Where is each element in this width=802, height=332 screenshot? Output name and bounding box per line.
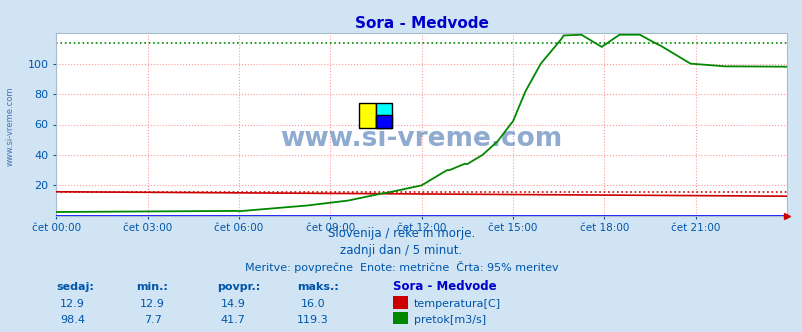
Text: 41.7: 41.7 bbox=[221, 315, 245, 325]
Text: 12.9: 12.9 bbox=[60, 299, 84, 309]
Text: Slovenija / reke in morje.: Slovenija / reke in morje. bbox=[327, 227, 475, 240]
Title: Sora - Medvode: Sora - Medvode bbox=[354, 16, 488, 31]
FancyBboxPatch shape bbox=[375, 103, 391, 128]
Text: 98.4: 98.4 bbox=[59, 315, 85, 325]
Text: 7.7: 7.7 bbox=[144, 315, 161, 325]
Text: maks.:: maks.: bbox=[297, 283, 338, 292]
Text: 16.0: 16.0 bbox=[301, 299, 325, 309]
Text: povpr.:: povpr.: bbox=[217, 283, 260, 292]
Text: Meritve: povprečne  Enote: metrične  Črta: 95% meritev: Meritve: povprečne Enote: metrične Črta:… bbox=[245, 261, 557, 273]
Text: www.si-vreme.com: www.si-vreme.com bbox=[280, 126, 562, 152]
FancyBboxPatch shape bbox=[359, 103, 375, 128]
Text: sedaj:: sedaj: bbox=[56, 283, 94, 292]
Text: www.si-vreme.com: www.si-vreme.com bbox=[6, 86, 15, 166]
Text: 12.9: 12.9 bbox=[140, 299, 164, 309]
Text: temperatura[C]: temperatura[C] bbox=[413, 299, 500, 309]
FancyBboxPatch shape bbox=[375, 116, 391, 128]
Text: 14.9: 14.9 bbox=[221, 299, 245, 309]
Text: pretok[m3/s]: pretok[m3/s] bbox=[413, 315, 485, 325]
Text: min.:: min.: bbox=[136, 283, 168, 292]
Text: zadnji dan / 5 minut.: zadnji dan / 5 minut. bbox=[340, 244, 462, 257]
Text: 119.3: 119.3 bbox=[297, 315, 329, 325]
Text: Sora - Medvode: Sora - Medvode bbox=[393, 281, 496, 293]
